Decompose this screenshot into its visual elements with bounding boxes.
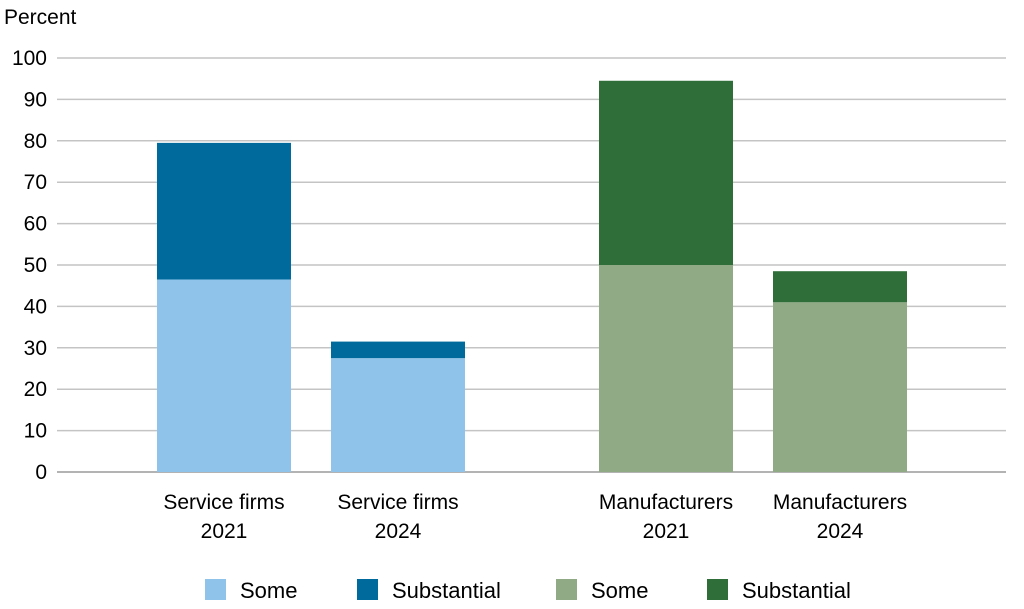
category-label-line1: Service firms bbox=[163, 491, 284, 514]
bar-segment-substantial bbox=[599, 80, 733, 266]
bar-segment-substantial bbox=[157, 142, 291, 280]
category-label-line2: 2024 bbox=[375, 520, 422, 543]
y-tick-label: 0 bbox=[35, 461, 47, 484]
legend-swatch bbox=[357, 579, 378, 600]
y-tick-label: 20 bbox=[24, 378, 47, 401]
bar-segment-some bbox=[773, 302, 907, 472]
bar-segment-some bbox=[157, 279, 291, 472]
legend-label: Some bbox=[591, 578, 648, 603]
category-label-line1: Manufacturers bbox=[599, 491, 733, 514]
bar-segment-some bbox=[599, 265, 733, 472]
y-tick-label: 50 bbox=[24, 254, 47, 277]
category-label-line2: 2021 bbox=[201, 520, 248, 543]
y-tick-label: 100 bbox=[12, 47, 47, 70]
y-tick-label: 80 bbox=[24, 130, 47, 153]
category-label-line2: 2024 bbox=[817, 520, 864, 543]
y-tick-label: 10 bbox=[24, 420, 47, 443]
bar-segment-substantial bbox=[773, 271, 907, 303]
y-tick-label: 90 bbox=[24, 88, 47, 111]
legend-label: Some bbox=[240, 578, 297, 603]
y-axis-label: Percent bbox=[4, 6, 77, 29]
legend-swatch bbox=[707, 579, 728, 600]
legend-swatch bbox=[556, 579, 577, 600]
y-tick-label: 30 bbox=[24, 337, 47, 360]
bars bbox=[157, 80, 907, 472]
y-tick-label: 60 bbox=[24, 213, 47, 236]
category-labels: Service firms 2021 Service firms 2024 Manufa… bbox=[163, 491, 907, 543]
legend-swatch bbox=[205, 579, 226, 600]
bar-segment-substantial bbox=[331, 341, 465, 359]
category-label-line2: 2021 bbox=[643, 520, 690, 543]
legend: Some Substantial Some Substantial bbox=[205, 578, 851, 603]
bar-segment-some bbox=[331, 358, 465, 472]
y-tick-label: 40 bbox=[24, 295, 47, 318]
legend-label: Substantial bbox=[392, 578, 501, 603]
category-label-line1: Service firms bbox=[337, 491, 458, 514]
y-tick-labels: 0 10 20 30 40 50 60 70 80 90 100 bbox=[12, 47, 47, 484]
category-label-line1: Manufacturers bbox=[773, 491, 907, 514]
y-tick-label: 70 bbox=[24, 171, 47, 194]
legend-label: Substantial bbox=[742, 578, 851, 603]
